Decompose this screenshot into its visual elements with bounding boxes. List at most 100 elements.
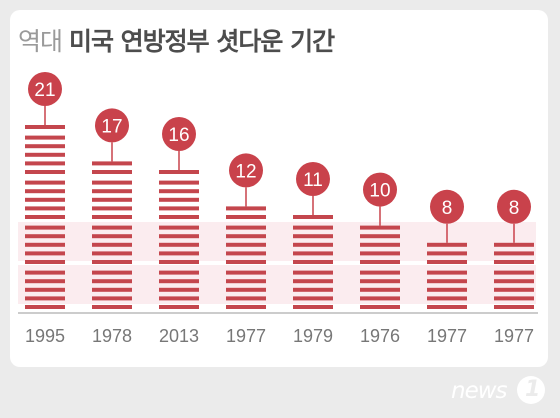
brand-circle [517,376,545,404]
bar-stripe [159,215,199,219]
bar-stripe [92,260,132,264]
data-label: 8 [442,198,453,219]
bar-stripe [92,161,132,166]
bar-stripe [159,296,199,301]
value-badge [296,162,330,196]
bar-stripe [159,189,199,194]
bar-stripe [25,260,65,264]
bar-stripe [25,152,65,157]
bar-stripe [25,225,65,230]
bar-stripe [360,260,400,264]
value-badge [430,189,464,224]
bar-stripe [360,242,400,247]
bar-stripe [427,260,467,264]
bar-stripe [25,287,65,292]
bar-stripe [25,144,65,149]
bar-stripe [293,215,333,219]
data-label: 8 [509,198,520,219]
bar-stripe [25,125,65,129]
bar-stripe [494,296,534,301]
x-tick-label: 1977 [494,326,534,346]
bar-stripe [159,206,199,211]
bar-stripe [427,305,467,309]
bar-stripe [25,242,65,247]
bar-stripe [360,225,400,230]
bar-stripe [494,279,534,284]
bar-stripe [226,305,266,309]
bar-stripe [427,287,467,292]
data-label: 16 [168,125,189,146]
bar-stripe [92,197,132,202]
bar-stripe [159,225,199,230]
bar-stripe [159,234,199,239]
bar-stripe [226,260,266,264]
bar-stripe [293,251,333,256]
bar-stripe [494,242,534,247]
bar-stripe [25,161,65,166]
value-badge [162,117,196,151]
bar-stripe [226,234,266,239]
bar-stripe [226,251,266,256]
bar-stripe [226,279,266,284]
x-tick-label: 1977 [226,326,266,346]
bar-stripe [25,197,65,202]
bar-stripe [159,180,199,185]
bar-stripe [25,170,65,174]
data-label: 10 [369,181,390,202]
bar-stripe [360,270,400,275]
bar-stripe [427,279,467,284]
bar-stripe [360,287,400,292]
bar-stripe [494,270,534,275]
bar-stripe [360,296,400,301]
bar-stripe [92,305,132,309]
value-badge [229,153,263,188]
data-label: 17 [101,116,122,137]
x-tick-label: 1976 [360,326,400,346]
bar-stripe [293,242,333,247]
bar-stripe [159,251,199,256]
bar-stripe [293,305,333,309]
bar-stripe [92,215,132,219]
bar-stripe [25,206,65,211]
bar-stripe [427,242,467,247]
bar-stripe [159,242,199,247]
bar-stripe [293,279,333,284]
bar-stripe [293,287,333,292]
bar-stripe [25,180,65,185]
value-badge [95,108,129,143]
bar-stripe [159,260,199,264]
x-tick-label: 1979 [293,326,333,346]
bar-stripe [25,296,65,301]
bar-stripe [25,215,65,219]
bar-stripe [159,287,199,292]
news1-logo: news 1 [451,374,551,410]
bar-stripe [92,180,132,185]
bar-stripe [92,270,132,275]
bar-stripe [360,279,400,284]
bar-stripe [25,189,65,194]
bar-stripe [494,287,534,292]
bar-stripe [159,197,199,202]
value-badge [28,72,62,106]
bar-stripe [293,234,333,239]
chart-title: 역대 미국 연방정부 셧다운 기간 [18,22,335,58]
x-tick-label: 1978 [92,326,132,346]
bar-stripe [226,225,266,230]
bar-stripe [25,135,65,140]
data-label: 11 [303,170,323,191]
bar-stripe [360,305,400,309]
bar-stripe [360,251,400,256]
data-label: 21 [34,80,55,101]
bar-stripe [494,251,534,256]
bar-stripe [159,270,199,275]
bar-stripe [25,305,65,309]
value-badge [497,189,531,224]
bar-stripe [494,305,534,309]
data-label: 12 [235,161,256,182]
chart-title-prefix: 역대 [18,27,63,56]
bar-stripe [293,296,333,301]
bar-stripe [25,279,65,284]
chart-title-main: 미국 연방정부 셧다운 기간 [68,27,335,56]
bar-stripe [92,296,132,301]
